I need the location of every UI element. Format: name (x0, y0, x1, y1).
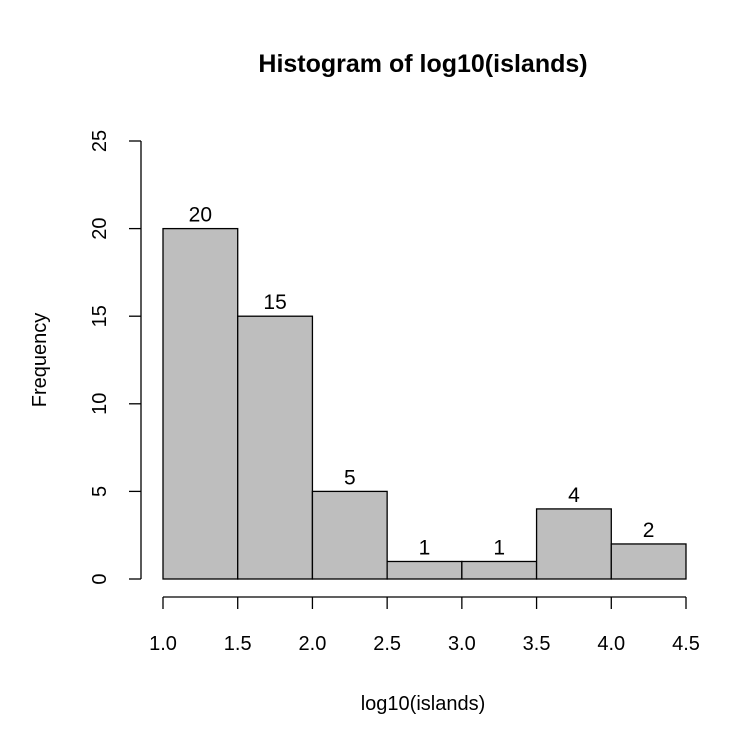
x-tick-label: 4.5 (672, 633, 700, 655)
histogram-bar (535, 508, 612, 580)
y-tick-label: 25 (89, 130, 111, 152)
bars-group (162, 227, 687, 580)
bar-value-label: 5 (344, 466, 356, 489)
y-axis-label: Frequency (29, 313, 51, 408)
histogram-bar (162, 227, 239, 580)
y-tick-label: 0 (89, 573, 111, 584)
x-axis-label: log10(islands) (361, 693, 486, 715)
y-tick-label: 10 (89, 393, 111, 415)
bar-value-label: 1 (419, 536, 431, 559)
bar-value-label: 1 (493, 536, 505, 559)
histogram-bar (311, 490, 388, 580)
y-tick-label: 20 (89, 217, 111, 239)
bar-value-label: 4 (568, 484, 580, 507)
histogram-bar (461, 560, 538, 580)
x-tick-label: 2.5 (373, 633, 401, 655)
bar-value-label: 15 (263, 291, 286, 314)
x-tick-label: 4.0 (597, 633, 625, 655)
y-tick-label: 15 (89, 305, 111, 327)
x-tick-label: 3.5 (523, 633, 551, 655)
bar-value-label: 2 (643, 519, 655, 542)
histogram-bar (386, 560, 463, 580)
histogram-bar (237, 315, 314, 580)
y-tick-label: 5 (89, 486, 111, 497)
bar-value-label: 20 (189, 204, 212, 227)
y-axis: 0 5 10 15 20 25 (89, 130, 142, 585)
x-tick-label: 3.0 (448, 633, 476, 655)
chart-title: Histogram of log10(islands) (258, 50, 587, 78)
x-tick-label: 1.5 (224, 633, 252, 655)
x-tick-label: 2.0 (299, 633, 327, 655)
x-axis: 1.0 1.5 2.0 2.5 3.0 3.5 4.0 4.5 (149, 596, 700, 655)
histogram-bar (610, 543, 687, 580)
bar-labels-group: 20 15 5 1 1 4 2 (189, 204, 655, 560)
x-tick-label: 1.0 (149, 633, 177, 655)
